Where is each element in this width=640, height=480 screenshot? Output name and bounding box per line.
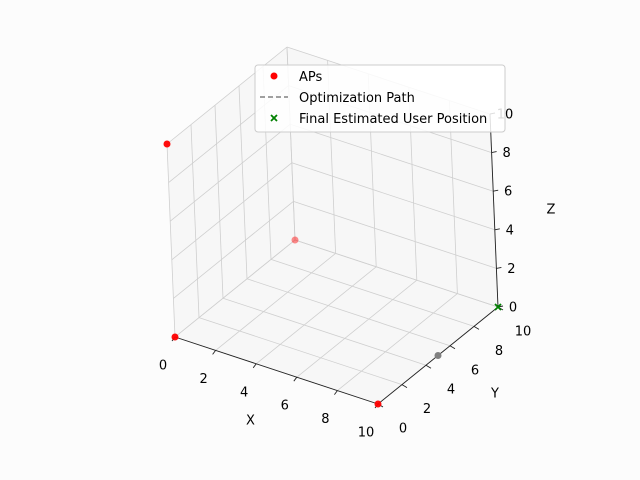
z-tick-label: 0 (509, 301, 517, 316)
ap-point-4 (163, 140, 171, 148)
grid-line-back-z (294, 239, 499, 308)
grid-line-floor-y (198, 317, 403, 385)
grid-line-left-z (166, 46, 288, 145)
legend: APs Optimization Path Final Estimated Us… (254, 64, 506, 133)
y-tick-label: 10 (515, 325, 532, 340)
x-tick-label: 0 (159, 359, 167, 374)
grid-line-floor-x (255, 266, 377, 365)
x-tick-label: 2 (199, 372, 207, 387)
x-tick-mark (334, 390, 338, 395)
optimization-path-point (434, 352, 442, 359)
y-tick-mark (425, 364, 432, 369)
x-tick-mark (293, 376, 298, 382)
legend-user-label: Final Estimated User Position (299, 112, 487, 127)
legend-user-marker (270, 114, 278, 122)
z-axis-line (489, 113, 499, 308)
ap-point-1 (171, 333, 179, 341)
legend-path-label: Optimization Path (299, 91, 415, 106)
z-tick-label: 8 (502, 146, 510, 161)
z-tick-mark (494, 228, 500, 231)
x-tick-label: 6 (281, 399, 289, 414)
y-tick-mark (473, 326, 480, 330)
grid-line-floor-y (222, 297, 427, 366)
grid-line-left-z (171, 162, 293, 261)
user-position-stroke-b (494, 303, 502, 311)
legend-aps-marker (270, 72, 278, 80)
x-tick-mark (212, 350, 216, 355)
y-tick-label: 2 (423, 402, 431, 417)
y-tick-mark (449, 345, 456, 350)
legend-box (254, 64, 506, 133)
grid-line-floor-y (246, 278, 451, 347)
legend-aps-label: APs (299, 70, 323, 85)
z-tick-mark (493, 189, 499, 192)
x-tick-label: 10 (358, 426, 375, 441)
user-position-marker (494, 303, 502, 311)
grid-line-back-z (293, 201, 497, 269)
grid-line-back-x (449, 100, 458, 294)
z-tick-mark (496, 266, 502, 269)
floor-pane (175, 240, 498, 404)
y-tick-label: 4 (447, 383, 455, 398)
grid-line-left-y (166, 143, 176, 338)
grid-line-left-z (173, 201, 294, 299)
grid-line-floor-x (337, 293, 458, 391)
z-tick-label: 2 (507, 262, 515, 277)
z-tick-label: 4 (506, 223, 514, 238)
x-tick-label: 4 (240, 385, 248, 400)
ap-point-2 (374, 400, 382, 408)
y-tick-label: 0 (399, 422, 407, 437)
grid-line-back-z (291, 162, 495, 231)
y-tick-label: 6 (471, 363, 479, 378)
z-axis-label: Z (547, 203, 556, 218)
grid-line-left-y (190, 124, 200, 318)
x-axis-label: X (246, 414, 255, 429)
x-axis-line (174, 336, 379, 405)
grid-line-left-y (214, 105, 224, 299)
grid-line-left-z (169, 123, 291, 222)
grid-line-floor-x (296, 279, 418, 378)
y-tick-mark (401, 384, 408, 388)
grid-line-floor-x (215, 253, 336, 351)
grid-line-left-y (238, 85, 248, 279)
y-tick-label: 8 (495, 344, 503, 359)
grid-line-back-z (290, 123, 494, 192)
z-tick-mark (491, 151, 497, 154)
ap-point-3 (291, 236, 299, 244)
x-tick-mark (252, 363, 257, 369)
y-axis-label: Y (490, 387, 499, 402)
tick-labels: 024681002468100246810 (159, 108, 531, 441)
grid-line-floor-y (270, 259, 475, 327)
data-marks (163, 140, 502, 408)
grid-line-left-z (174, 239, 296, 338)
z-tick-label: 6 (504, 185, 512, 200)
x-tick-label: 8 (321, 412, 329, 427)
